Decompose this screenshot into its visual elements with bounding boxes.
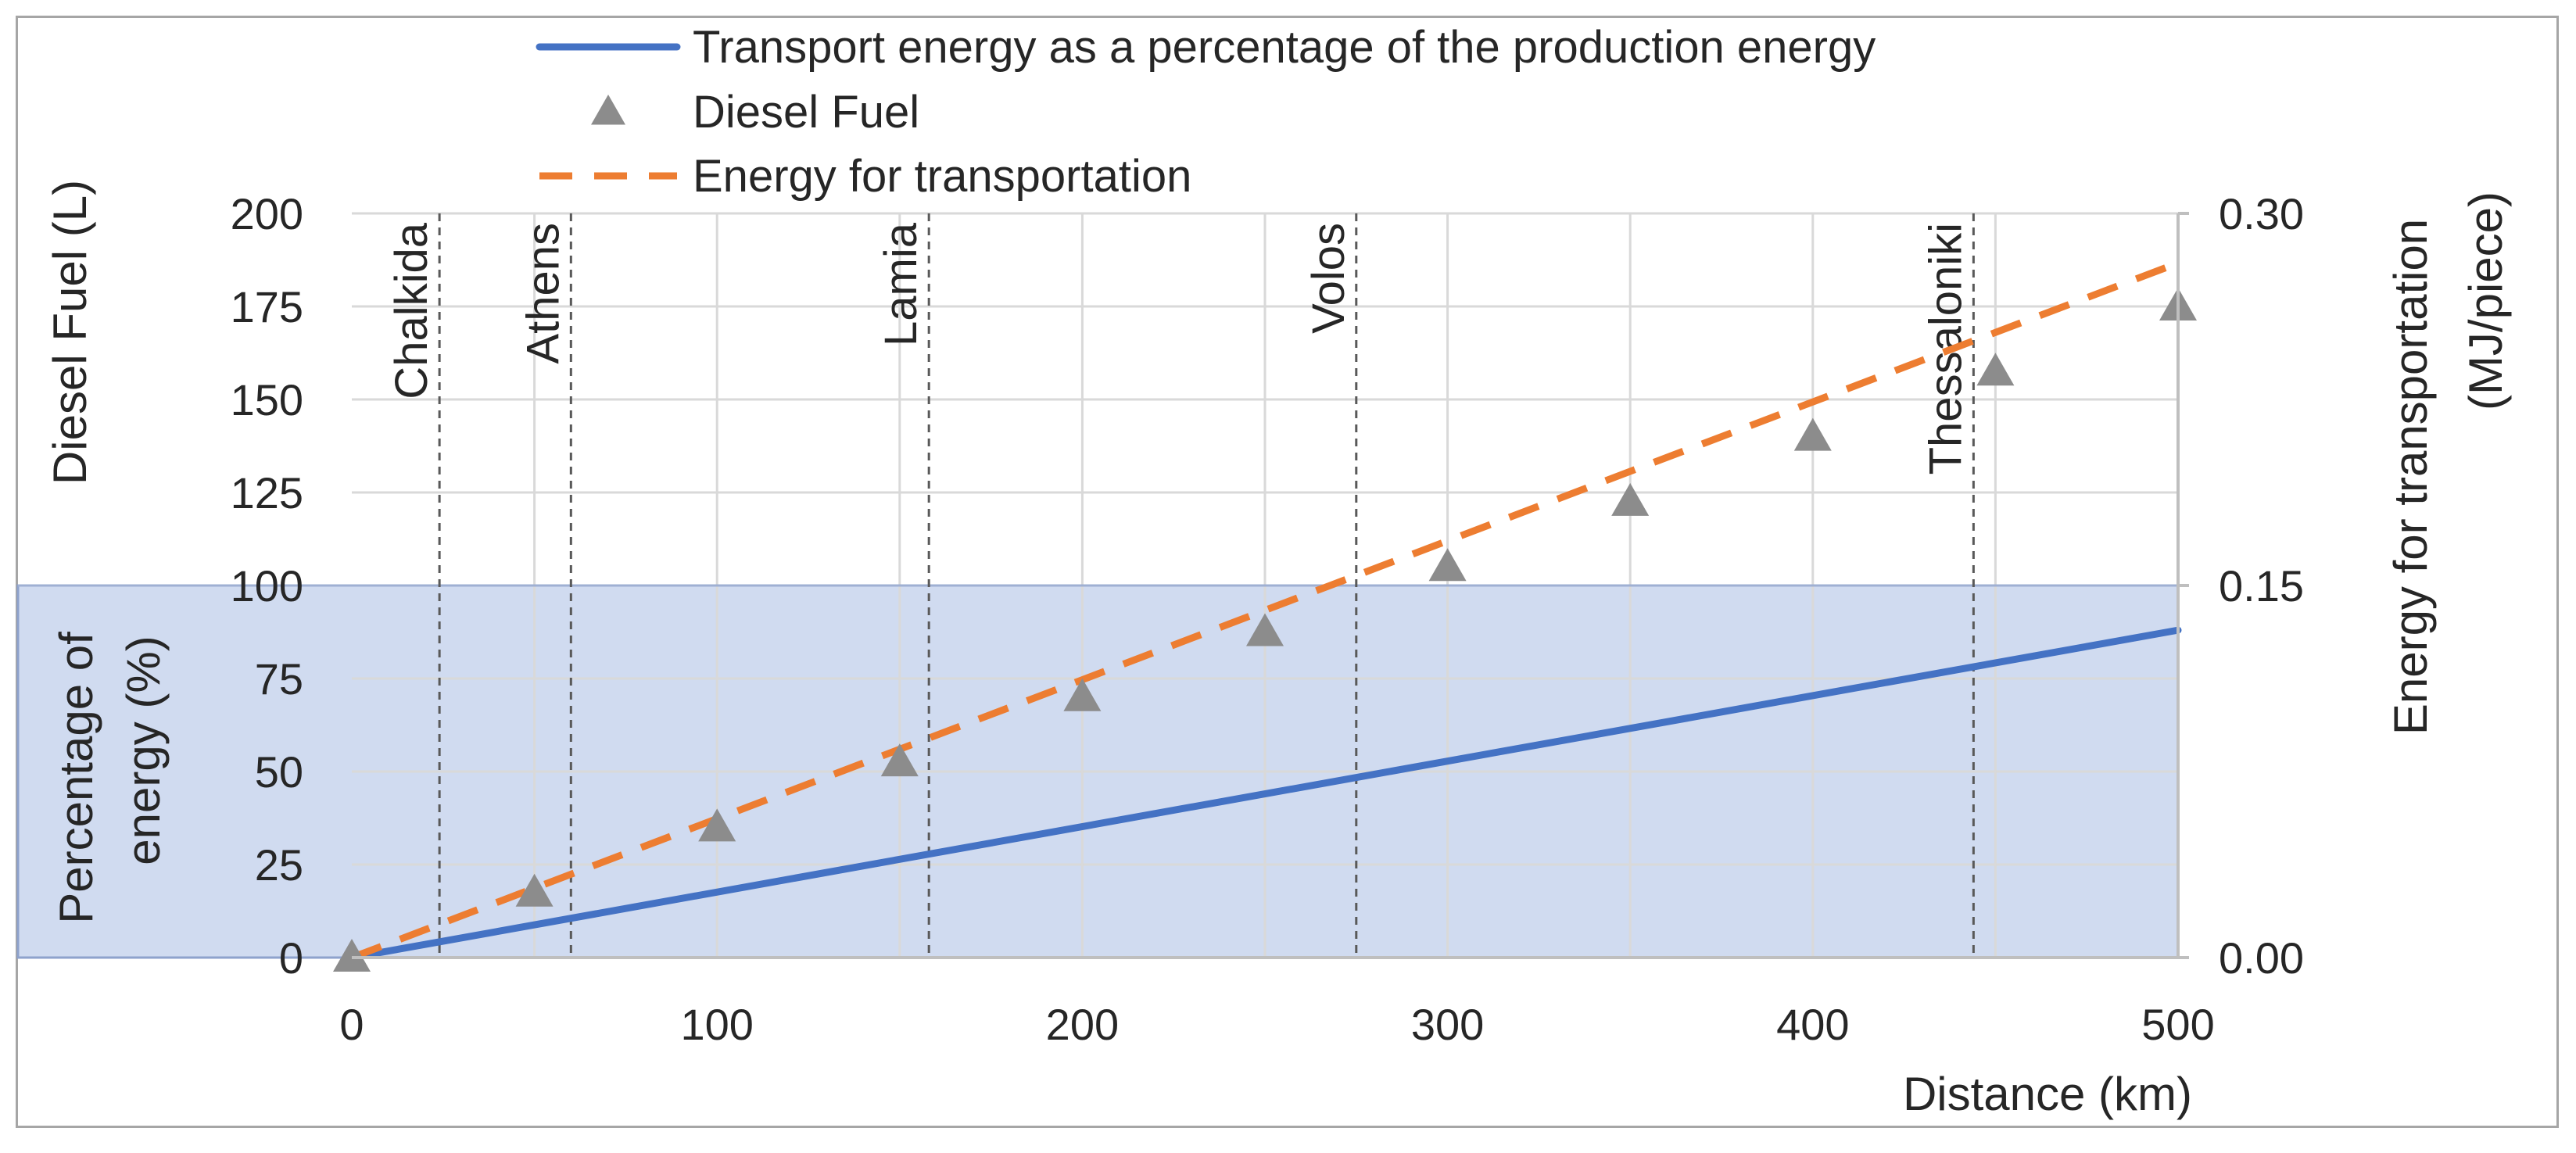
y-left-axis-title: Diesel Fuel (L) [44, 180, 96, 485]
axis-labels: 0 100 200 300 400 500 0 25 50 75 100 125 150 175 200 0.… [44, 180, 2512, 1120]
legend-label: Transport energy as a percentage of the … [693, 22, 1876, 73]
y-right-axis-title-line-1: Energy for transportation [2384, 219, 2437, 735]
energy-transportation-dashed-line [350, 260, 2180, 961]
percentage-axis-title-line-1: Percentage of [50, 632, 102, 924]
axes [352, 212, 2189, 959]
chart-frame [16, 16, 2559, 1128]
city-label-chalkida: Chalkida [386, 222, 437, 399]
city-label-athens: Athens [518, 223, 568, 364]
x-tick-label: 0 [339, 1000, 364, 1049]
x-tick-label: 400 [1776, 1000, 1849, 1049]
diesel-fuel-point [1063, 678, 1102, 711]
y-left-tick-label: 0 [279, 933, 303, 983]
x-tick-label: 300 [1411, 1000, 1484, 1049]
diesel-fuel-point [1246, 613, 1284, 646]
data-series [333, 260, 2197, 972]
legend-label: Energy for transportation [693, 151, 1191, 202]
legend-label: Diesel Fuel [693, 87, 919, 138]
diesel-fuel-point [1976, 353, 2015, 386]
diesel-fuel-point [1428, 548, 1467, 582]
diesel-fuel-point [880, 743, 919, 777]
percentage-axis-title-line-2: energy (%) [117, 636, 170, 865]
y-left-tick-label: 200 [231, 189, 303, 238]
y-left-tick-label: 175 [231, 282, 303, 331]
x-tick-label: 200 [1046, 1000, 1119, 1049]
y-left-tick-label: 100 [231, 561, 303, 611]
percentage-energy-line [348, 626, 2182, 961]
legend: Transport energy as a percentage of the … [536, 22, 1876, 202]
x-tick-label: 100 [680, 1000, 753, 1049]
diesel-fuel-point [1793, 417, 1832, 451]
y-right-axis-title-line-2: (MJ/piece) [2460, 192, 2512, 410]
y-right-tick-label: 0.00 [2219, 933, 2304, 983]
y-left-tick-label: 25 [255, 840, 303, 890]
y-left-tick-label: 125 [231, 468, 303, 517]
city-label-volos: Volos [1303, 223, 1354, 334]
city-annotations: ChalkidaAthensLamiaVolosThessaloniki [386, 213, 1975, 958]
diesel-fuel-point [698, 808, 736, 842]
y-left-tick-label: 75 [255, 654, 303, 704]
diesel-fuel-point [333, 939, 371, 972]
diesel-fuel-point [1611, 482, 1650, 516]
city-label-lamia: Lamia [876, 222, 926, 346]
x-axis-title: Distance (km) [1903, 1068, 2192, 1120]
x-tick-label: 500 [2141, 1000, 2214, 1049]
y-right-tick-label: 0.30 [2219, 189, 2304, 238]
y-left-tick-label: 50 [255, 747, 303, 797]
y-left-tick-label: 150 [231, 375, 303, 424]
diesel-fuel-point [515, 873, 554, 907]
legend-swatch-triangle [591, 95, 625, 125]
y-right-tick-label: 0.15 [2219, 561, 2304, 611]
